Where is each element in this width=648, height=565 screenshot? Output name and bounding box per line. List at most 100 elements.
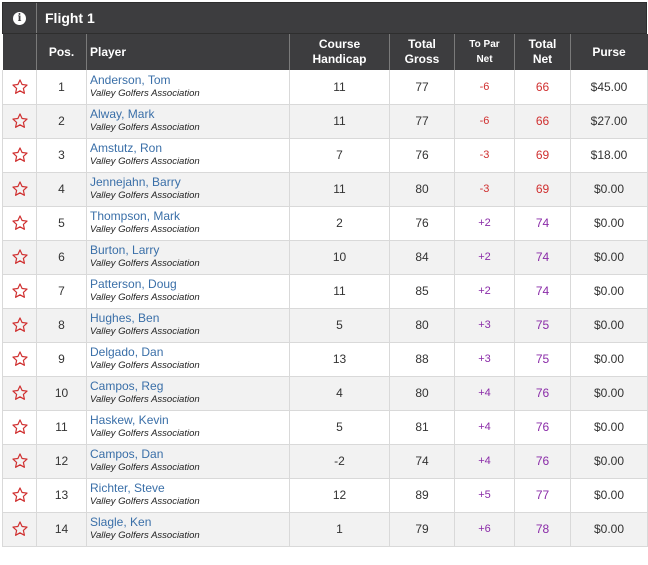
position-cell: 8 [36,308,87,343]
purse-cell: $45.00 [570,70,648,105]
purse-cell: $0.00 [570,274,648,309]
handicap-cell: 5 [289,308,390,343]
player-organization: Valley Golfers Association [90,122,200,133]
handicap-cell: -2 [289,444,390,479]
player-name-link[interactable]: Patterson, Doug [90,277,177,291]
favorite-cell [2,410,37,445]
col-purse[interactable]: Purse [570,34,648,70]
to-par-net-cell: +3 [454,342,515,377]
favorite-cell [2,478,37,513]
player-name-link[interactable]: Jennejahn, Barry [90,175,181,189]
favorite-cell [2,274,37,309]
info-cell[interactable]: i [3,3,37,33]
handicap-cell: 11 [289,104,390,139]
player-name-link[interactable]: Alway, Mark [90,107,155,121]
col-handicap-line2: Handicap [312,52,367,66]
player-cell: Patterson, Doug Valley Golfers Associatio… [86,274,290,309]
favorite-star-icon[interactable] [11,112,29,130]
total-net-cell: 74 [514,274,571,309]
favorite-star-icon[interactable] [11,418,29,436]
player-cell: Campos, Dan Valley Golfers Association [86,444,290,479]
col-handicap[interactable]: Course Handicap [289,34,390,70]
player-cell: Anderson, Tom Valley Golfers Association [86,70,290,105]
table-row: 10 Campos, Reg Valley Golfers Association 4… [2,376,648,411]
to-par-net-cell: +4 [454,444,515,479]
total-net-cell: 76 [514,376,571,411]
player-name-link[interactable]: Burton, Larry [90,243,160,257]
player-cell: Burton, Larry Valley Golfers Association [86,240,290,275]
favorite-star-icon[interactable] [11,146,29,164]
handicap-cell: 12 [289,478,390,513]
player-organization: Valley Golfers Association [90,394,200,405]
col-total-net[interactable]: Total Net [514,34,571,70]
favorite-star-icon[interactable] [11,316,29,334]
player-organization: Valley Golfers Association [90,326,200,337]
player-organization: Valley Golfers Association [90,530,200,541]
favorite-star-icon[interactable] [11,248,29,266]
purse-cell: $27.00 [570,104,648,139]
favorite-cell [2,138,37,173]
table-row: 11 Haskew, Kevin Valley Golfers Associatio… [2,410,648,445]
position-cell: 6 [36,240,87,275]
player-organization: Valley Golfers Association [90,462,200,473]
favorite-star-icon[interactable] [11,180,29,198]
favorite-cell [2,240,37,275]
player-name-link[interactable]: Campos, Reg [90,379,164,393]
favorite-star-icon[interactable] [11,486,29,504]
player-name-link[interactable]: Anderson, Tom [90,72,171,87]
total-gross-cell: 81 [389,410,455,445]
table-row: 14 Slagle, Ken Valley Golfers Association 1… [2,512,648,547]
table-row: 12 Campos, Dan Valley Golfers Association -… [2,444,648,479]
favorite-star-icon[interactable] [11,214,29,232]
purse-cell: $0.00 [570,478,648,513]
total-net-cell: 76 [514,444,571,479]
player-organization: Valley Golfers Association [90,87,200,99]
purse-cell: $0.00 [570,308,648,343]
to-par-net-cell: +5 [454,478,515,513]
col-total-gross[interactable]: Total Gross [389,34,455,70]
player-name-link[interactable]: Campos, Dan [90,447,164,461]
favorite-star-icon[interactable] [11,282,29,300]
player-name-link[interactable]: Richter, Steve [90,481,165,495]
handicap-cell: 7 [289,138,390,173]
position-cell: 4 [36,172,87,207]
col-topar-line1: To Par [469,39,500,50]
player-name-link[interactable]: Haskew, Kevin [90,413,169,427]
position-cell: 12 [36,444,87,479]
player-cell: Alway, Mark Valley Golfers Association [86,104,290,139]
player-cell: Amstutz, Ron Valley Golfers Association [86,138,290,173]
total-gross-cell: 77 [389,70,455,105]
handicap-cell: 11 [289,274,390,309]
total-gross-cell: 89 [389,478,455,513]
favorite-cell [2,206,37,241]
total-net-cell: 77 [514,478,571,513]
col-to-par-net[interactable]: To Par Net [454,34,515,70]
position-cell: 10 [36,376,87,411]
purse-cell: $0.00 [570,444,648,479]
table-row: 3 Amstutz, Ron Valley Golfers Association 7… [2,138,648,173]
favorite-star-icon[interactable] [11,384,29,402]
favorite-star-icon[interactable] [11,350,29,368]
table-row: 7 Patterson, Doug Valley Golfers Associati… [2,274,648,309]
player-name-link[interactable]: Slagle, Ken [90,515,152,529]
col-player[interactable]: Player [86,34,290,70]
player-name-link[interactable]: Thompson, Mark [90,209,181,223]
favorite-star-icon[interactable] [11,78,29,96]
results-table: Pos. Player Course Handicap Total Gross To… [2,34,648,547]
player-name-link[interactable]: Hughes, Ben [90,311,160,325]
to-par-net-cell: +4 [454,376,515,411]
handicap-cell: 2 [289,206,390,241]
position-cell: 14 [36,512,87,547]
player-name-link[interactable]: Delgado, Dan [90,345,164,359]
col-position[interactable]: Pos. [36,34,87,70]
favorite-star-icon[interactable] [11,452,29,470]
flight-title: Flight 1 [45,10,95,26]
purse-cell: $0.00 [570,172,648,207]
purse-cell: $0.00 [570,512,648,547]
player-name-link[interactable]: Amstutz, Ron [90,141,163,155]
total-gross-cell: 79 [389,512,455,547]
total-net-cell: 76 [514,410,571,445]
favorite-star-icon[interactable] [11,520,29,538]
position-cell: 7 [36,274,87,309]
info-icon[interactable]: i [13,11,26,25]
